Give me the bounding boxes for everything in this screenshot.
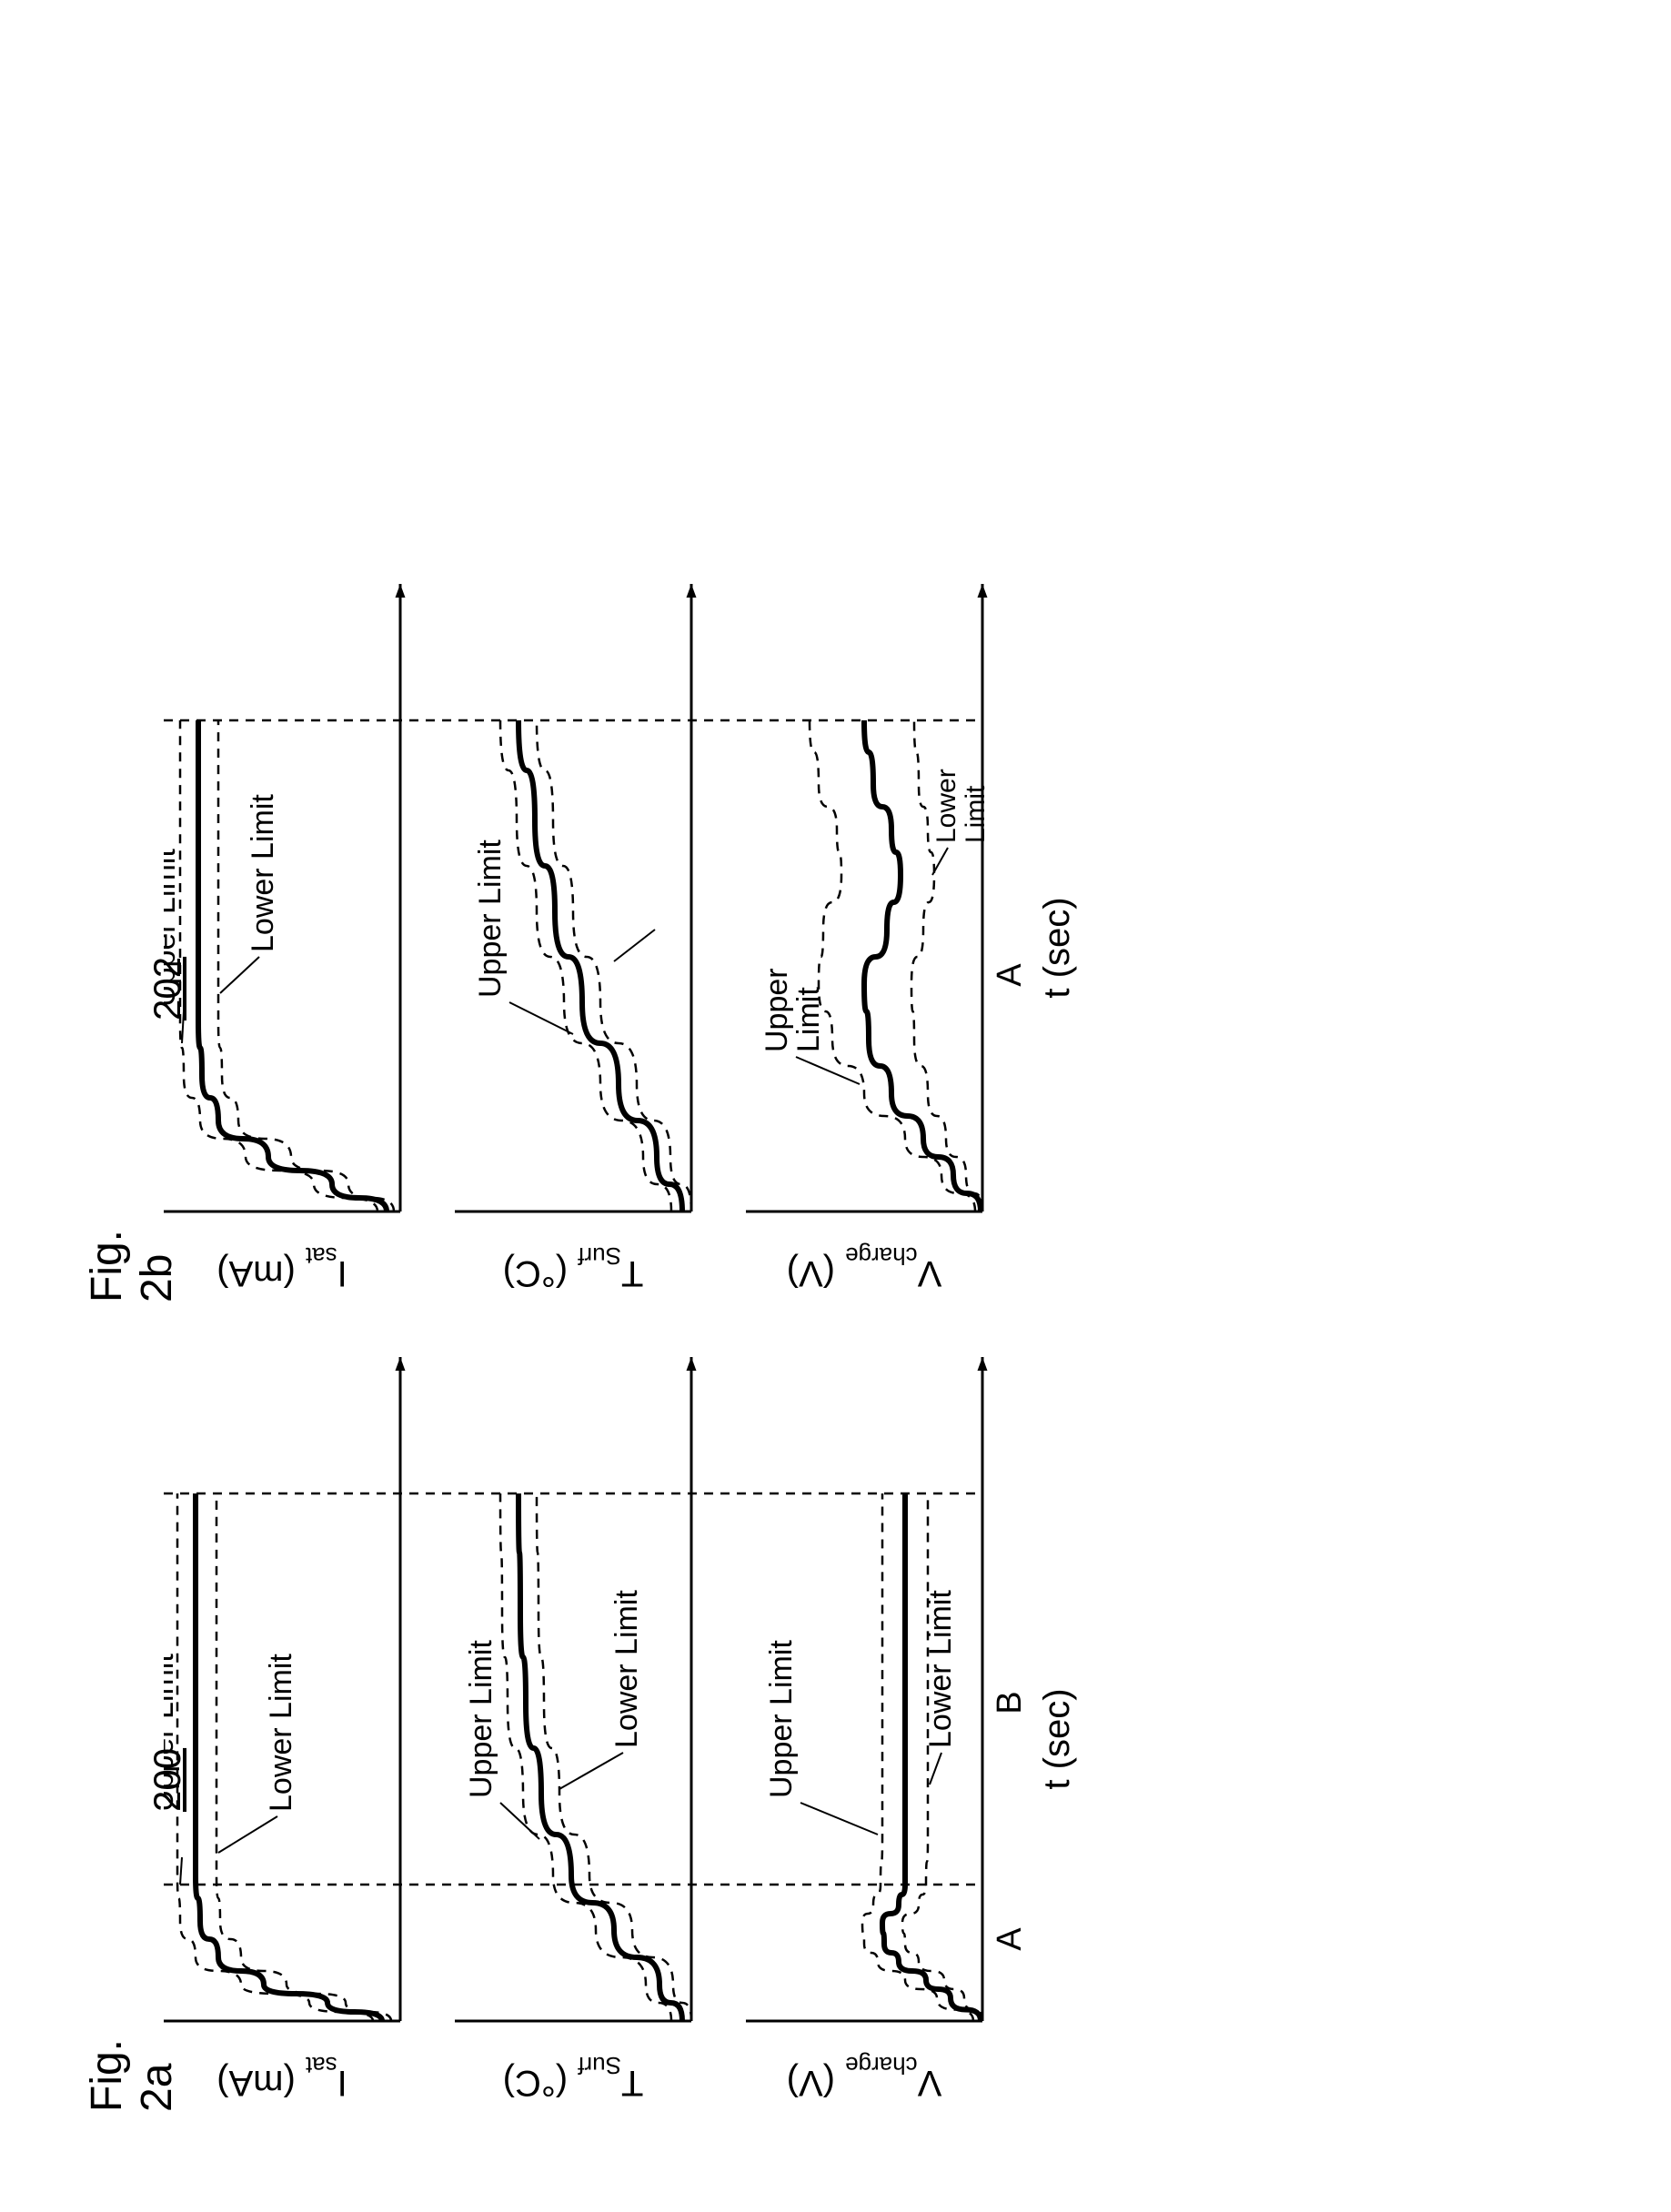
limit-label: Lower Limit (923, 1590, 958, 1748)
x-axis-label: t (sec) (1037, 897, 1077, 998)
leader-line (500, 1803, 539, 1839)
y-axis-label: TSurf (°C) (503, 1242, 644, 1293)
region-label: A (991, 963, 1029, 987)
data-curve (882, 1493, 981, 2021)
rotated-canvas: Fig. 2a200Isat (mA)Upper LimitLower Limi… (0, 0, 1671, 2212)
region-label: A (991, 1927, 1029, 1951)
svg-text:Lower: Lower (931, 769, 961, 843)
leader-line (930, 1753, 941, 1785)
y-axis-label: TSurf (°C) (503, 2052, 644, 2103)
leader-line (182, 1011, 184, 1043)
upper-limit-curve (862, 1493, 973, 2021)
limit-label: Upper (760, 968, 794, 1052)
data-curve (518, 720, 682, 1212)
figure-page: Fig. 2a200Isat (mA)Upper LimitLower Limi… (0, 0, 1671, 2212)
upper-limit-curve (500, 1493, 671, 2021)
limit-label: Upper Limit (464, 1640, 498, 1798)
leader-line (180, 1857, 182, 1885)
limit-label: Lower Limit (246, 794, 280, 952)
leader-line (509, 1002, 573, 1034)
fig2a-svg: Isat (mA) Upper Limit Lower Limit TSurf (°C… (164, 1321, 1110, 2112)
y-axis-label: Vcharge (V) (787, 2052, 942, 2103)
limit-label: Upper Limit (473, 840, 508, 998)
limit-label: Upper Limit (164, 849, 182, 1007)
data-curve (198, 720, 387, 1212)
svg-text:Limit: Limit (961, 785, 991, 843)
limit-label: Lower Limit (609, 1590, 644, 1748)
x-axis-label: t (sec) (1037, 1688, 1077, 1789)
leader-line (796, 1057, 860, 1084)
y-axis-label: Isat (mA) (216, 2052, 347, 2103)
y-axis-label: Vcharge (V) (787, 1242, 942, 1293)
fig2b-svg: Isat (mA)Upper LimitLower LimitTSurf (°C… (164, 548, 1110, 1302)
y-axis-label: Isat (mA) (216, 1242, 347, 1293)
limit-label: Limit (791, 987, 826, 1052)
leader-line (800, 1803, 878, 1835)
leader-line (559, 1753, 623, 1789)
leader-line (220, 957, 259, 993)
region-label: B (991, 1691, 1029, 1714)
lower-limit-curve (902, 1493, 982, 2021)
limit-label: Lower Limit (264, 1654, 298, 1812)
data-curve (518, 1493, 682, 2021)
limit-label: Upper Limit (164, 1654, 180, 1812)
leader-line (218, 1816, 277, 1853)
limit-label: Upper Limit (764, 1640, 799, 1798)
lower-limit-curve (216, 1493, 391, 2021)
upper-limit-curve (500, 720, 671, 1212)
